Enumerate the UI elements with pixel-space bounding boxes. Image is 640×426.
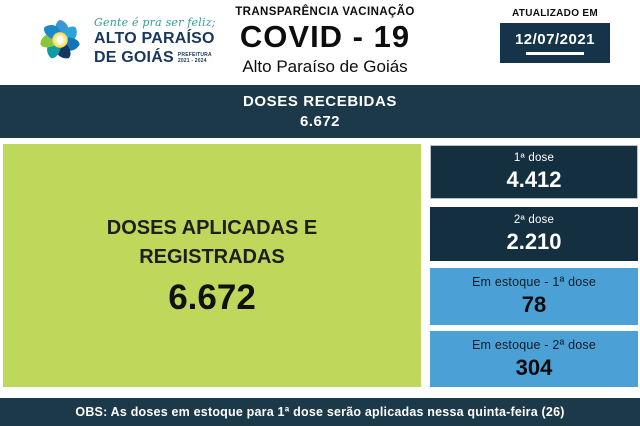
page-title: COVID - 19 (239, 19, 411, 54)
doses-received-banner: DOSES RECEBIDAS 6.672 (0, 85, 640, 138)
updated-date-box: 12/07/2021 (500, 23, 610, 63)
flower-logo-icon (40, 19, 80, 59)
footer-note-banner: OBS: As doses em estoque para 1ª dose se… (0, 398, 640, 426)
stat-card-value: 4.412 (506, 166, 562, 192)
doses-applied-label: DOSES APLICADAS E REGISTRADAS (106, 216, 318, 268)
city-logo-text: Gente é pra ser feliz; ALTO PARAÍSO DE G… (94, 16, 216, 67)
stat-card-value: 2.210 (506, 228, 562, 254)
stat-card-label: Em estoque - 2ª dose (472, 337, 596, 352)
updated-date: 12/07/2021 (514, 31, 596, 48)
stat-card-label: 1ª dose (513, 151, 555, 164)
stat-card-label: 2ª dose (513, 213, 555, 226)
stat-card-value: 78 (521, 292, 547, 317)
date-underline (526, 52, 584, 55)
logo-prefeitura-label: PREFEITURA 2021 - 2024 (177, 51, 212, 64)
doses-applied-card: DOSES APLICADAS E REGISTRADAS 6.672 (3, 144, 421, 387)
city-logo: Gente é pra ser feliz; ALTO PARAÍSO DE G… (30, 6, 215, 80)
stat-card-first-dose: 1ª dose 4.412 (430, 145, 638, 199)
footer-note: OBS: As doses em estoque para 1ª dose se… (75, 405, 565, 419)
stat-card-stock-second-dose: Em estoque - 2ª dose 304 (430, 331, 638, 387)
stat-card-label: Em estoque - 1ª dose (472, 275, 596, 289)
page-title-block: TRANSPARÊNCIA VACINAÇÃO COVID - 19 Alto … (200, 6, 450, 77)
logo-city-line1: ALTO PARAÍSO (94, 30, 215, 47)
updated-at-label: ATUALIZADO EM (512, 8, 598, 19)
logo-city-line2: DE GOIÁS PREFEITURA 2021 - 2024 (94, 48, 212, 66)
updated-at: ATUALIZADO EM 12/07/2021 (500, 8, 610, 63)
page-subtitle: Alto Paraíso de Goiás (242, 57, 408, 76)
doses-received-label: DOSES RECEBIDAS (242, 93, 398, 110)
stat-card-value: 304 (515, 354, 553, 380)
stat-card-second-dose: 2ª dose 2.210 (430, 207, 638, 261)
doses-applied-value: 6.672 (168, 277, 256, 317)
title-kicker: TRANSPARÊNCIA VACINAÇÃO (235, 6, 415, 18)
stat-card-stock-first-dose: Em estoque - 1ª dose 78 (430, 268, 638, 325)
doses-received-value: 6.672 (299, 113, 341, 130)
header: Gente é pra ser feliz; ALTO PARAÍSO DE G… (0, 0, 640, 85)
logo-tagline: Gente é pra ser feliz; (94, 16, 216, 29)
